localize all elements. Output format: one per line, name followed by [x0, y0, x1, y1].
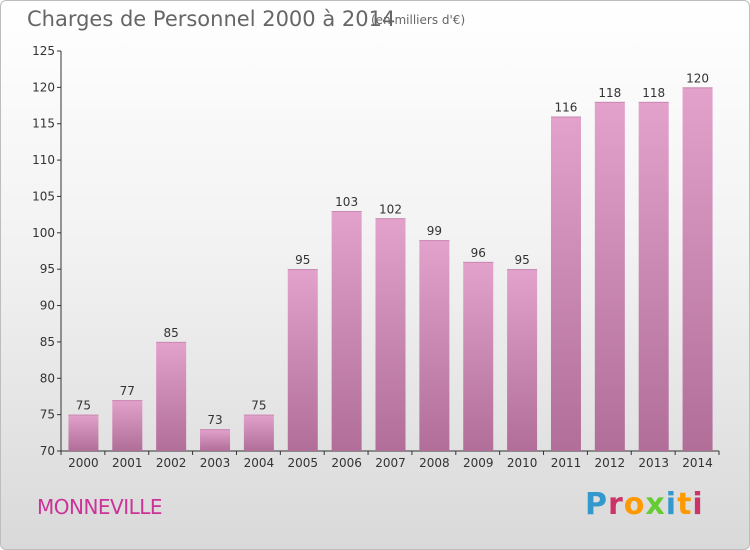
chart-subtitle: (en milliers d'€)	[371, 13, 466, 27]
bar-2008	[419, 240, 450, 451]
x-axis: 2000 2001 2002 2003 2004 2005 2006 2007 2008 2009…	[60, 450, 720, 470]
data-labels: 75 77 85 73 75 95 103 102 99 96 95 116 118 118 120	[76, 71, 709, 427]
data-label-2011: 116	[555, 100, 578, 114]
bar-2014	[682, 87, 713, 451]
logo-letter: i	[692, 487, 704, 522]
x-tick-label-2013: 2013	[638, 456, 669, 470]
bar-2007	[375, 218, 406, 451]
x-tick-label-2008: 2008	[419, 456, 450, 470]
y-tick-label: 110	[32, 153, 55, 167]
data-label-2002: 85	[164, 326, 179, 340]
x-tick-label-2005: 2005	[287, 456, 318, 470]
y-tick-label: 85	[40, 335, 55, 349]
logo-letter: t	[677, 487, 693, 522]
y-tick-label: 115	[32, 117, 55, 131]
logo-letter: i	[665, 487, 678, 522]
city-name: MONNEVILLE	[37, 495, 163, 519]
y-tick-label: 75	[40, 408, 55, 422]
y-axis: 70 75 80 85 90 95 100 105 110 115 120 125	[32, 44, 62, 458]
data-label-2004: 75	[251, 399, 266, 413]
bar-2003	[200, 429, 231, 451]
x-tick-label-2014: 2014	[682, 456, 713, 470]
x-tick-label-2004: 2004	[244, 456, 275, 470]
y-tick-label: 100	[32, 226, 55, 240]
bar-2011	[550, 116, 581, 452]
y-tick-label: 95	[40, 262, 55, 276]
x-tick-label-2007: 2007	[375, 456, 406, 470]
y-tick-label: 70	[40, 444, 55, 458]
y-tick-label: 120	[32, 80, 55, 94]
bars	[68, 87, 713, 452]
x-tick-label-2012: 2012	[595, 456, 626, 470]
data-label-2006: 103	[335, 195, 358, 209]
x-tick-label-2006: 2006	[331, 456, 362, 470]
data-label-2012: 118	[598, 86, 621, 100]
x-tick-label-2001: 2001	[112, 456, 143, 470]
data-label-2000: 75	[76, 399, 91, 413]
data-label-2009: 96	[471, 246, 486, 260]
y-tick-label: 90	[40, 299, 55, 313]
x-tick-label-2003: 2003	[200, 456, 231, 470]
data-label-2007: 102	[379, 202, 402, 216]
bar-2006	[331, 211, 362, 451]
chart-title: Charges de Personnel 2000 à 2014	[27, 7, 396, 31]
x-tick-label-2009: 2009	[463, 456, 494, 470]
bar-2000	[68, 414, 99, 451]
bar-2001	[112, 400, 143, 451]
data-label-2013: 118	[642, 86, 665, 100]
bar-2005	[287, 269, 318, 451]
logo-letter: x	[645, 487, 666, 522]
logo-letter: r	[608, 487, 624, 522]
x-tick-label-2011: 2011	[551, 456, 582, 470]
proxiti-logo: Proxiti	[585, 487, 704, 522]
data-label-2008: 99	[427, 224, 442, 238]
x-tick-label-2000: 2000	[68, 456, 99, 470]
bar-2004	[243, 414, 274, 451]
logo-letter: o	[623, 487, 646, 522]
y-tick-label: 80	[40, 371, 55, 385]
x-tick-label-2010: 2010	[507, 456, 538, 470]
bar-2010	[507, 269, 538, 451]
y-tick-label: 125	[32, 44, 55, 58]
bar-2013	[638, 101, 669, 451]
data-label-2005: 95	[295, 253, 310, 267]
data-label-2010: 95	[514, 253, 529, 267]
x-tick-label-2002: 2002	[156, 456, 187, 470]
data-label-2014: 120	[686, 71, 709, 85]
bar-2002	[156, 341, 187, 451]
bar-2009	[463, 261, 494, 451]
y-tick-label: 105	[32, 189, 55, 203]
data-label-2001: 77	[120, 384, 135, 398]
logo-letter: P	[585, 487, 608, 522]
data-label-2003: 73	[207, 413, 222, 427]
bar-2012	[594, 101, 625, 451]
